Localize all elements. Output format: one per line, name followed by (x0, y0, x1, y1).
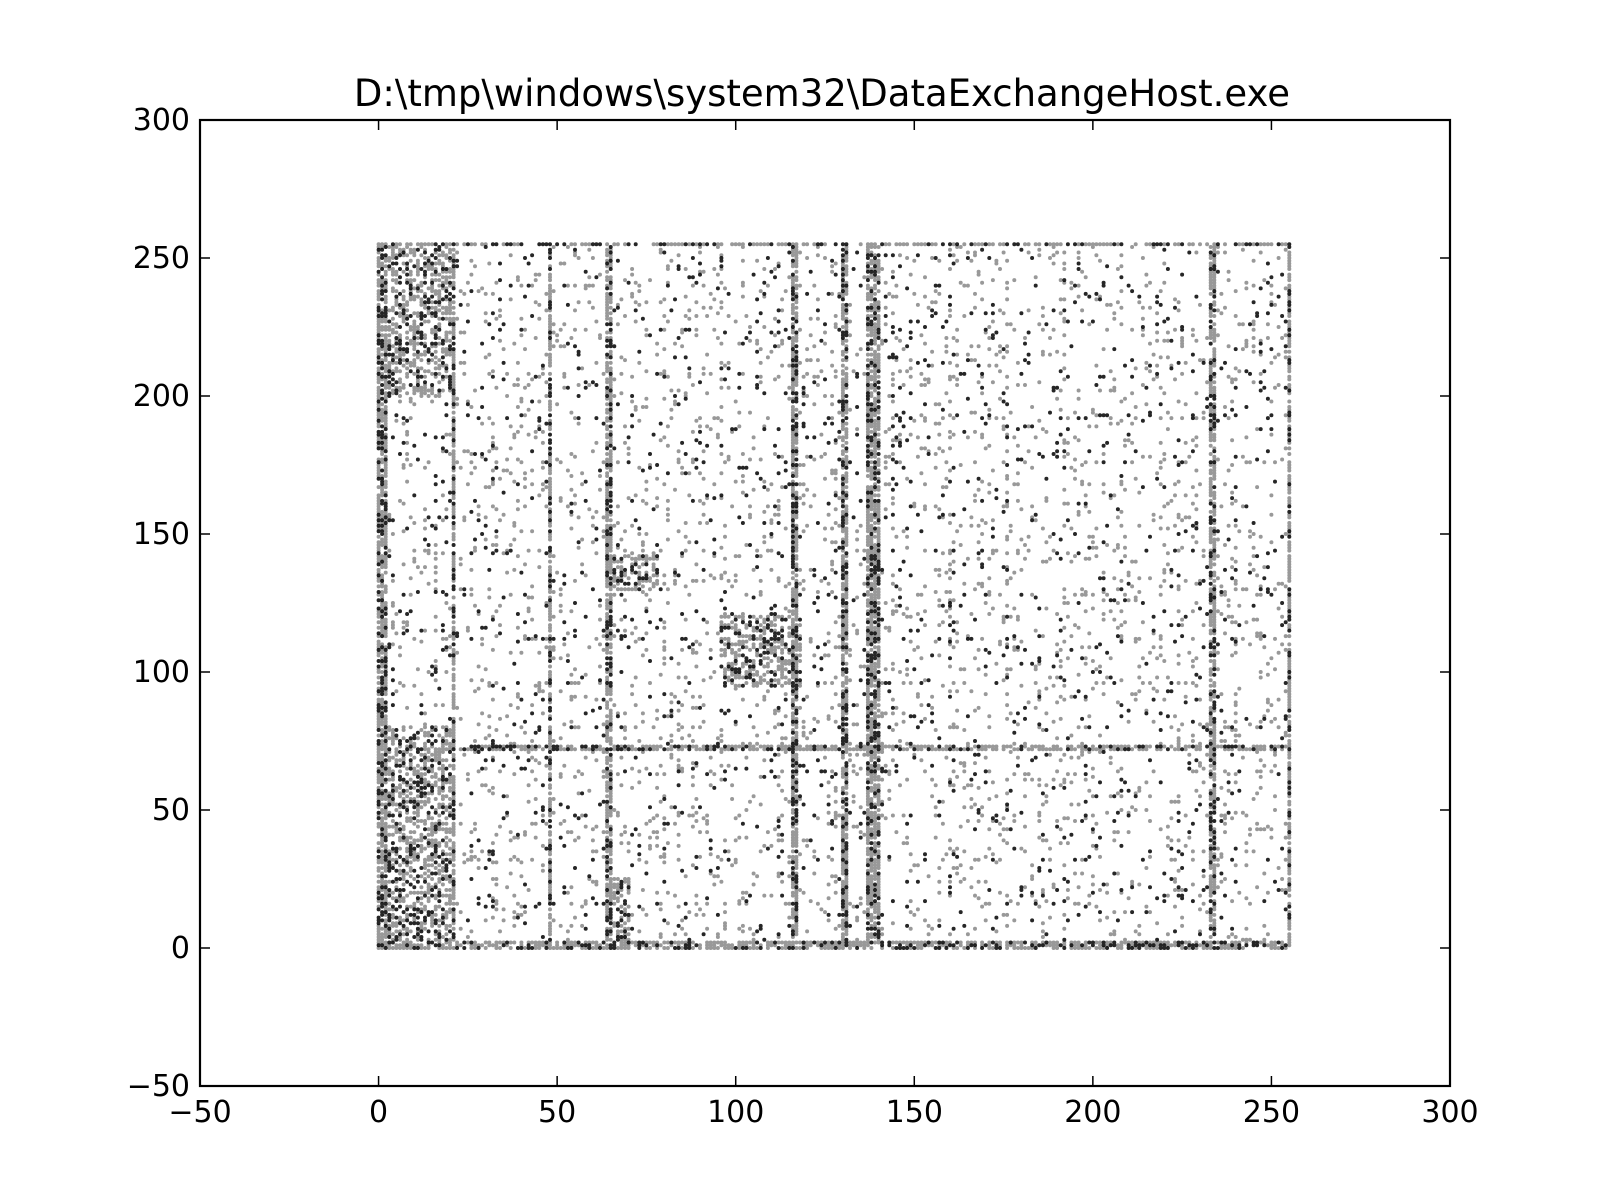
y-tick-label: 250 (133, 241, 190, 276)
points-layer (376, 242, 1292, 950)
ticks-layer: −50 0 50 100 150 200 250 300 −50 0 50 100 150 200 250 3… (127, 103, 1479, 1130)
plot-frame (198, 118, 1452, 1088)
y-tick-label: 0 (171, 931, 190, 966)
scatter-points-dense (376, 242, 1292, 950)
y-tick-label: 50 (152, 793, 190, 828)
y-tick-label: 100 (133, 655, 190, 690)
x-tick-label: 200 (1064, 1095, 1121, 1130)
x-tick-label: 300 (1421, 1095, 1478, 1130)
scatter-points (376, 242, 1292, 950)
y-tick-label: 150 (133, 517, 190, 552)
x-tick-label: 250 (1243, 1095, 1300, 1130)
y-tick-label: −50 (127, 1069, 190, 1104)
x-tick-label: 50 (538, 1095, 576, 1130)
x-tick-label: −50 (168, 1095, 231, 1130)
y-tick-label: 200 (133, 379, 190, 414)
x-tick-label: 0 (369, 1095, 388, 1130)
x-tick-label: 100 (707, 1095, 764, 1130)
x-tick-label: 150 (886, 1095, 943, 1130)
y-tick-label: 300 (133, 103, 190, 138)
chart-title: D:\tmp\windows\system32\DataExchangeHost… (354, 72, 1290, 115)
